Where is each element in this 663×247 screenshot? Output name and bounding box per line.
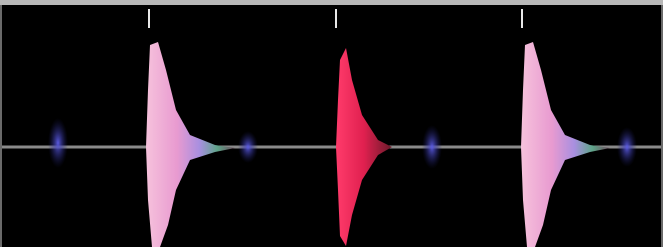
blob (238, 131, 258, 163)
page (0, 0, 663, 247)
left-border (0, 5, 2, 247)
blob (617, 127, 637, 167)
blob (48, 118, 68, 168)
background (0, 0, 663, 247)
top-border (0, 0, 663, 5)
blob (422, 125, 442, 169)
waveform-view (0, 0, 663, 247)
